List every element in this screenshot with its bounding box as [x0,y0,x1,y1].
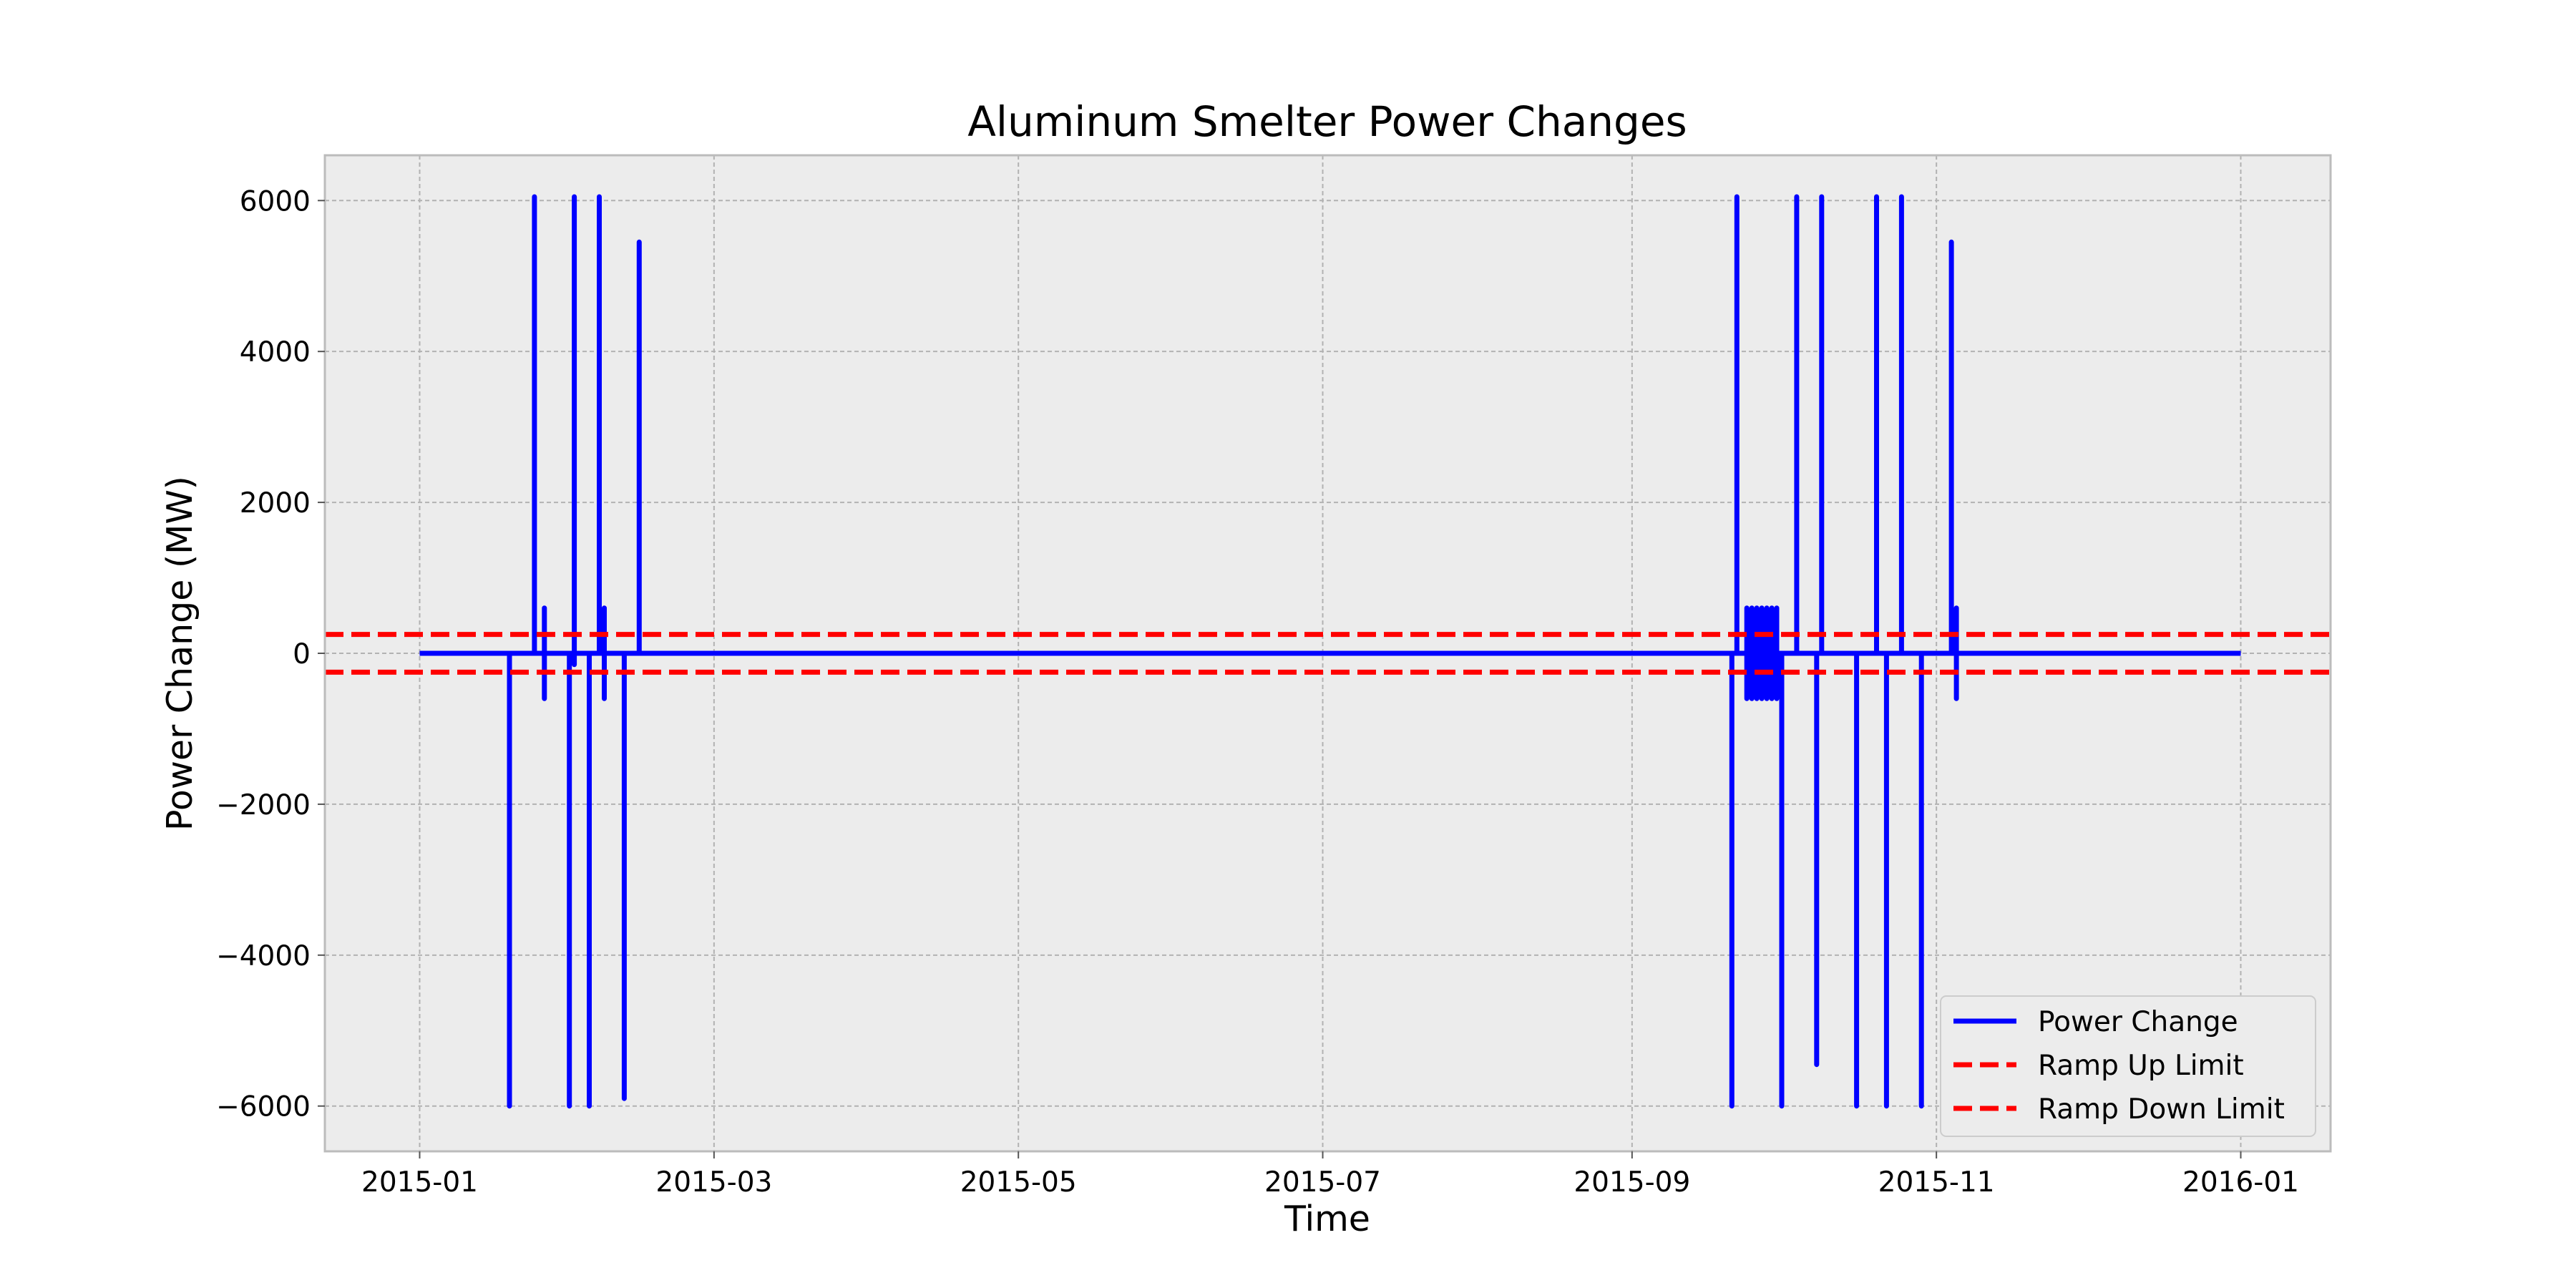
y-tick-label: 2000 [240,487,311,519]
x-tick-label: 2015-01 [361,1166,478,1199]
x-axis-label: Time [1284,1199,1370,1239]
x-tick-label: 2016-01 [2182,1166,2299,1199]
legend-label-power-change: Power Change [2038,1006,2238,1038]
y-tick-label: −4000 [216,940,311,972]
chart-title: Aluminum Smelter Power Changes [967,97,1687,146]
series-layer [325,194,2331,1109]
x-tick-label: 2015-05 [960,1166,1077,1199]
x-axis-ticks: 2015-01 2015-03 2015-05 2015-07 2015-09 2015-… [361,1151,2299,1199]
legend: Power Change Ramp Up Limit Ramp Down Lim… [1940,995,2316,1137]
y-tick-label: −6000 [216,1091,311,1123]
y-tick-label: −2000 [216,789,311,821]
y-axis-label: Power Change (MW) [160,476,200,831]
x-tick-label: 2015-07 [1264,1166,1381,1199]
power-change-line [419,194,2241,1109]
y-tick-label: 6000 [240,185,311,218]
x-tick-label: 2015-09 [1574,1166,1690,1199]
x-tick-label: 2015-11 [1878,1166,1995,1199]
y-tick-label: 4000 [240,336,311,369]
y-tick-label: 0 [293,638,311,670]
x-tick-label: 2015-03 [655,1166,772,1199]
legend-label-ramp-up-limit: Ramp Up Limit [2038,1050,2244,1082]
legend-box [1940,995,2316,1137]
y-axis-ticks: 6000 4000 2000 0 −2000 −4000 −6000 [216,185,325,1123]
legend-label-ramp-down-limit: Ramp Down Limit [2038,1093,2285,1126]
